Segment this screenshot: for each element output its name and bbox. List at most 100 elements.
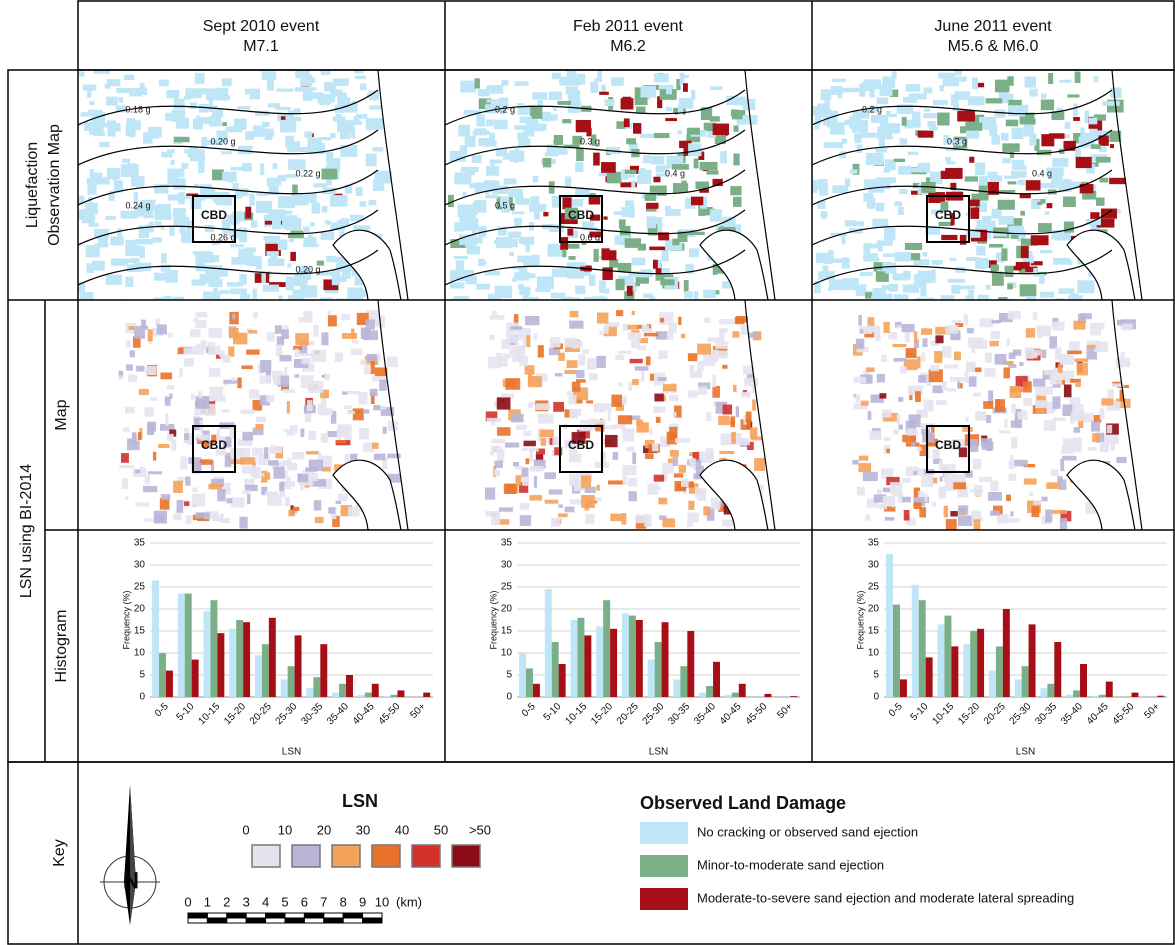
lsn-bin-label: >50 [469,822,491,837]
lsn-cell [893,344,907,347]
lsn-cell [180,457,187,469]
land-parcel [206,89,223,101]
lsn-cell [370,389,378,397]
land-parcel [203,292,220,304]
scale-segment [207,913,226,918]
lsn-cell [387,357,398,368]
land-parcel [618,263,632,272]
land-parcel [622,97,631,102]
row-label: Key [51,839,68,867]
land-parcel [458,125,470,137]
land-parcel [112,123,120,132]
land-parcel [355,76,366,80]
x-tick-label: 5-10 [542,701,564,723]
scale-unit: (km) [396,894,422,909]
bar [306,688,313,697]
scale-segment [246,913,265,918]
land-parcel [908,152,919,155]
land-parcel [950,258,957,261]
land-parcel [80,112,91,116]
lsn-cell [922,432,934,442]
lsn-cell [608,410,611,421]
lsn-cell [1010,386,1021,398]
land-parcel [567,229,573,236]
lsn-cell [967,328,974,333]
lsn-cell [1088,447,1097,450]
land-parcel [1008,181,1017,184]
lsn-legend-title: LSN [342,791,378,811]
lsn-cell [544,472,555,479]
lsn-cell [749,333,760,338]
land-parcel [256,257,262,270]
x-tick-label: 25-30 [274,701,300,727]
lsn-cell [1061,446,1073,454]
lsn-cell [570,311,579,317]
land-parcel [549,92,562,100]
lsn-cell [1033,379,1045,387]
lsn-cell [345,454,350,462]
lsn-cell [564,338,577,348]
land-parcel [972,77,978,89]
lsn-cell [599,331,602,335]
land-parcel [626,138,636,144]
bar [680,666,687,697]
cbd-label: CBD [201,438,227,452]
lsn-cell [611,395,621,407]
lsn-cell [313,325,318,337]
lsn-cell [902,435,916,443]
lsn-cell [363,330,378,340]
lsn-cell [983,401,993,409]
lsn-cell [1122,324,1133,331]
lsn-cell [307,400,312,411]
land-parcel [1059,80,1071,83]
lsn-cell [554,447,562,455]
lsn-cell [585,514,594,524]
land-parcel [356,187,363,196]
lsn-cell [198,391,202,398]
lsn-cell [652,443,658,451]
land-parcel [465,276,477,285]
lsn-cell [302,358,311,364]
land-parcel [210,255,220,262]
lsn-cell [525,458,529,464]
land-parcel [594,78,602,82]
land-parcel [832,185,848,193]
land-parcel [165,113,171,121]
bar [1092,696,1099,697]
lsn-cell [946,519,957,531]
land-parcel [691,197,703,206]
land-parcel [252,289,256,299]
lsn-cell [628,332,641,339]
scale-segment [266,918,285,923]
land-parcel [1040,292,1054,298]
land-parcel [517,103,524,109]
lsn-cell [148,329,153,341]
land-parcel [879,140,885,152]
land-parcel [960,235,967,245]
land-parcel [841,235,845,244]
lsn-cell [902,497,911,503]
lsn-cell [264,447,268,459]
cbd-label: CBD [935,208,961,222]
land-parcel [552,73,561,79]
land-parcel [174,137,189,142]
land-parcel [646,216,656,228]
lsn-cell [1055,347,1061,359]
lsn-cell [700,490,706,500]
lsn-cell [733,385,737,392]
x-tick-label: 50+ [408,701,428,721]
lsn-cell [138,432,141,440]
lsn-cell [1077,363,1088,376]
land-parcel [256,201,272,213]
land-parcel [894,159,905,162]
land-parcel [978,295,989,300]
bar [764,694,771,697]
lsn-cell [632,452,636,464]
lsn-cell [1019,362,1023,366]
lsn-cell [134,329,145,338]
land-parcel [222,122,227,126]
lsn-cell [980,318,993,327]
row-label: Liquefaction [24,142,41,228]
lsn-cell [673,457,678,466]
bar [1157,696,1164,697]
